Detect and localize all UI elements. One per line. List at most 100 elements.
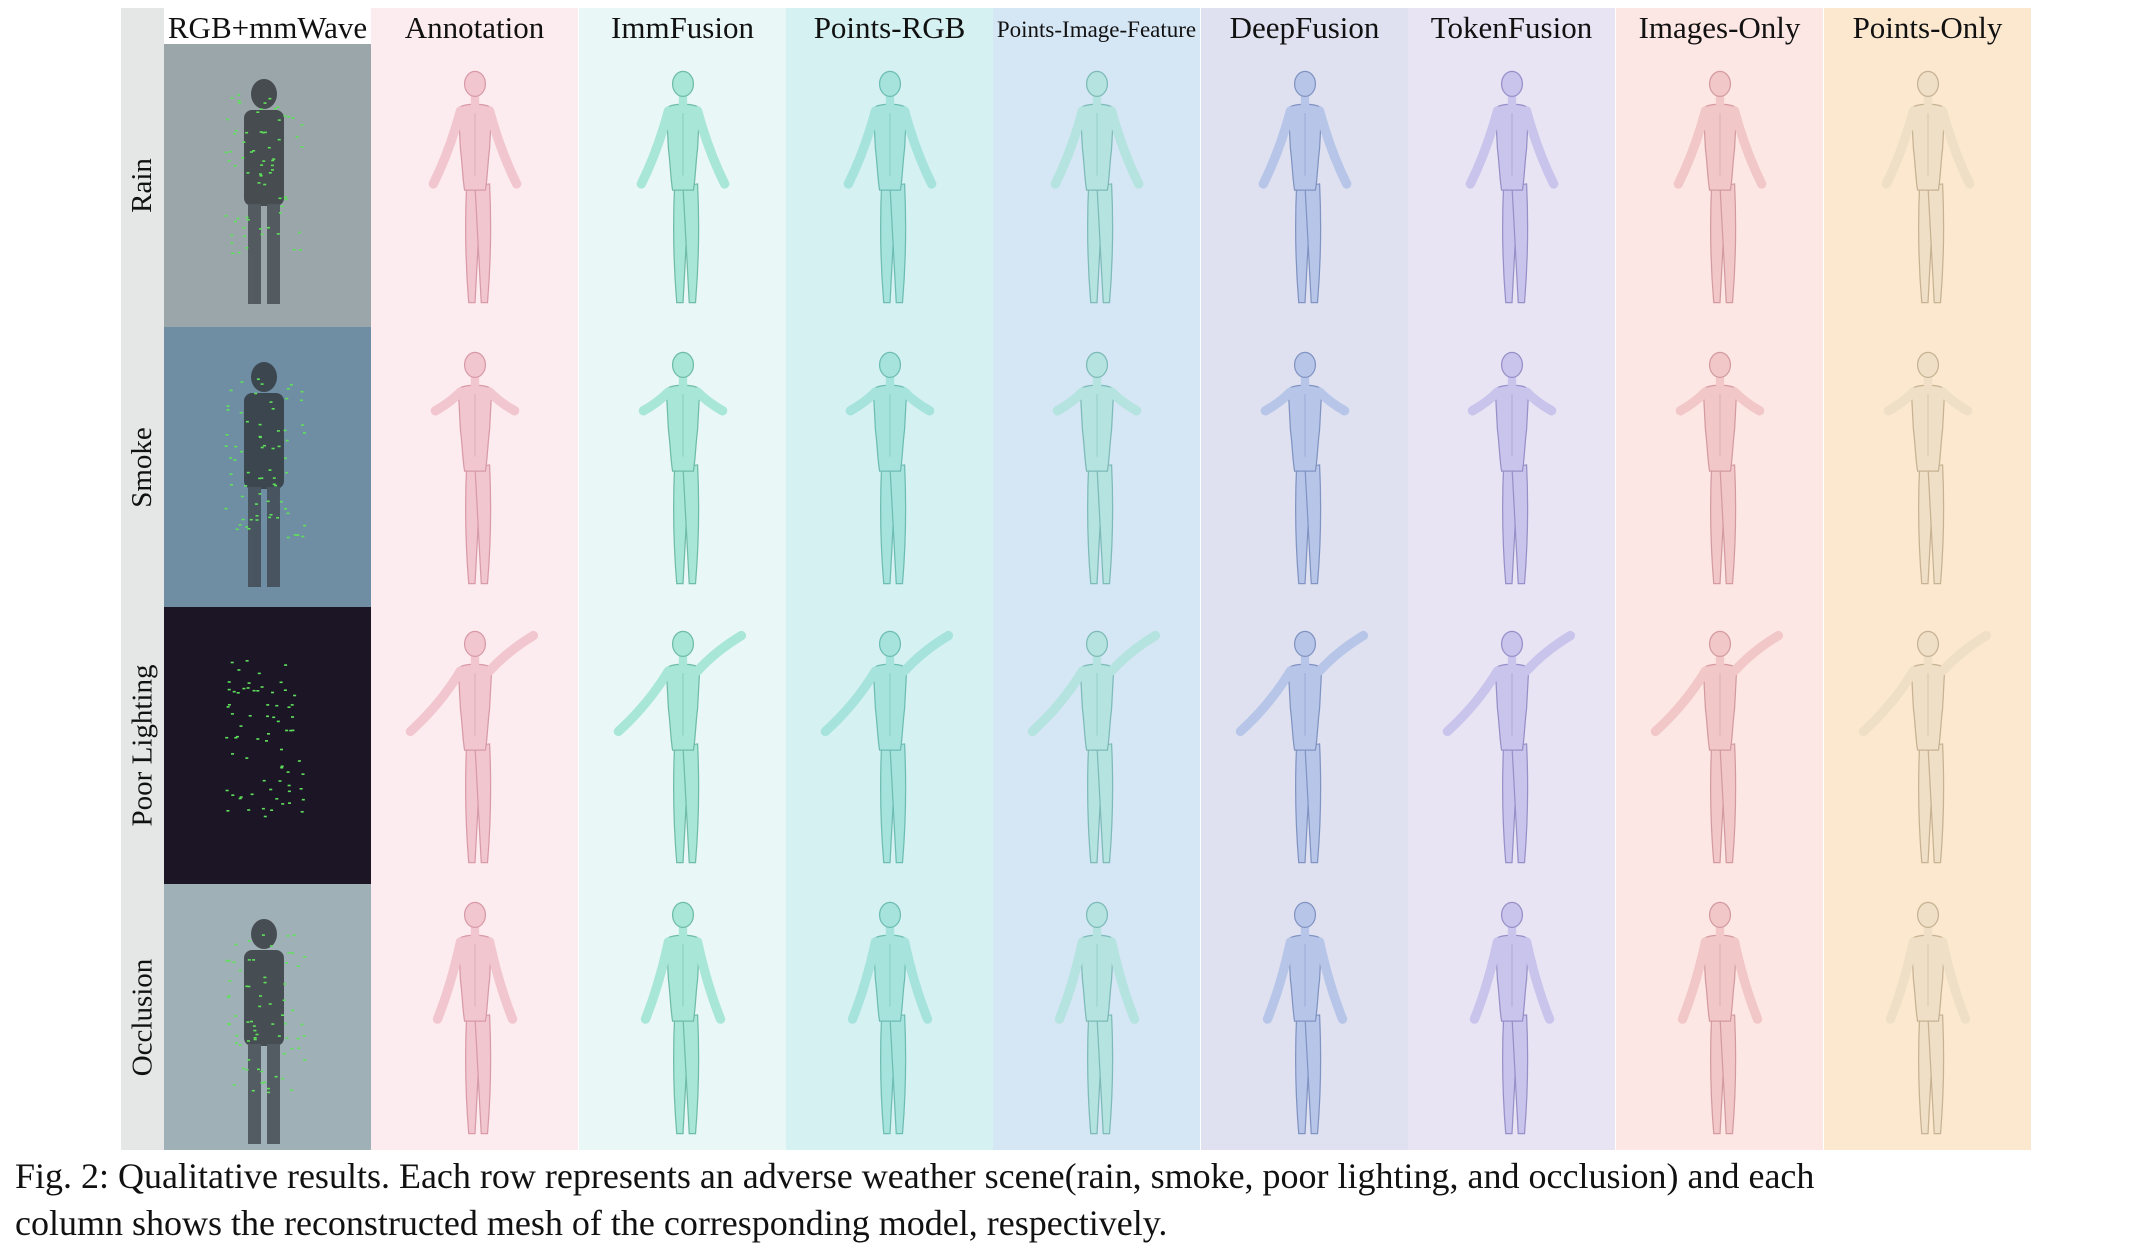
mesh-cell-points-image-feature-rain <box>993 44 1200 327</box>
mesh-cell-annotation-poor-lighting <box>371 607 578 884</box>
body-mesh <box>1467 351 1556 585</box>
qualitative-results-figure: Rain Smoke Poor Lighting Occlusion RGB+m… <box>121 8 2031 1150</box>
column-annotation: Annotation <box>371 8 578 1150</box>
body-mesh <box>1052 351 1141 585</box>
body-mesh <box>1442 630 1575 863</box>
body-mesh <box>428 70 521 303</box>
mmwave-points <box>224 94 304 255</box>
mesh-cell-points-only-occlusion <box>1824 884 2031 1150</box>
body-mesh <box>640 901 725 1135</box>
mesh-cell-points-only-smoke <box>1824 327 2031 607</box>
mmwave-points <box>225 934 307 1094</box>
body-mesh <box>1885 901 1970 1135</box>
body-mesh <box>1258 70 1351 303</box>
column-header-images-only: Images-Only <box>1638 10 1801 45</box>
mesh-cell-points-rgb-rain <box>786 44 993 327</box>
figure-caption: Fig. 2: Qualitative results. Each row re… <box>15 1153 2135 1247</box>
person-silhouette <box>244 919 284 1144</box>
column-header-points-image-feature: Points-Image-Feature <box>996 17 1197 42</box>
mesh-cell-tokenfusion-poor-lighting <box>1408 607 1615 884</box>
mesh-cell-annotation-rain <box>371 44 578 327</box>
body-mesh <box>613 630 746 863</box>
mesh-cell-points-rgb-smoke <box>786 327 993 607</box>
body-mesh <box>1465 70 1558 303</box>
mesh-cell-immfusion-occlusion <box>579 884 786 1150</box>
body-mesh <box>1469 901 1554 1135</box>
mesh-cell-images-only-occlusion <box>1616 884 1823 1150</box>
body-mesh <box>1235 630 1368 863</box>
mesh-cell-annotation-smoke <box>371 327 578 607</box>
input-image-rain <box>164 44 371 327</box>
column-immfusion: ImmFusion <box>579 8 786 1150</box>
body-mesh <box>636 70 729 303</box>
body-mesh <box>1858 630 1991 863</box>
column-points-rgb: Points-RGB <box>786 8 993 1150</box>
column-header-immfusion: ImmFusion <box>611 10 754 45</box>
body-mesh <box>432 901 517 1135</box>
body-mesh <box>1054 901 1139 1135</box>
mesh-cell-tokenfusion-smoke <box>1408 327 1615 607</box>
body-mesh <box>1650 630 1783 863</box>
body-mesh <box>1677 901 1762 1135</box>
mesh-cell-points-image-feature-occlusion <box>993 884 1200 1150</box>
body-mesh <box>847 901 932 1135</box>
input-image-occlusion <box>164 884 371 1150</box>
mesh-cell-immfusion-rain <box>579 44 786 327</box>
mesh-cell-images-only-rain <box>1616 44 1823 327</box>
body-mesh <box>1883 351 1972 585</box>
mesh-cell-tokenfusion-occlusion <box>1408 884 1615 1150</box>
mesh-cell-images-only-smoke <box>1616 327 1823 607</box>
mesh-cell-points-only-poor-lighting <box>1824 607 2031 884</box>
caption-line-1: Fig. 2: Qualitative results. Each row re… <box>15 1156 1815 1196</box>
body-mesh <box>1675 351 1764 585</box>
column-header-points-only: Points-Only <box>1852 10 2003 45</box>
mesh-cell-images-only-poor-lighting <box>1616 607 1823 884</box>
mesh-cell-points-image-feature-poor-lighting <box>993 607 1200 884</box>
body-mesh <box>1881 70 1974 303</box>
body-mesh <box>1050 70 1143 303</box>
mesh-cell-points-image-feature-smoke <box>993 327 1200 607</box>
body-mesh <box>1673 70 1766 303</box>
body-mesh <box>1260 351 1349 585</box>
body-mesh <box>843 70 936 303</box>
mesh-cell-deepfusion-rain <box>1201 44 1408 327</box>
body-mesh <box>1262 901 1347 1135</box>
body-mesh <box>845 351 934 585</box>
column-images-only: Images-Only <box>1616 8 1823 1150</box>
row-label-rain: Rain <box>126 158 158 213</box>
column-points-only: Points-Only <box>1824 8 2031 1150</box>
column-tokenfusion: TokenFusion <box>1408 8 1615 1150</box>
row-label-smoke: Smoke <box>126 426 158 508</box>
column-header-tokenfusion: TokenFusion <box>1430 10 1593 45</box>
row-label-occlusion: Occlusion <box>126 958 158 1076</box>
mesh-cell-deepfusion-poor-lighting <box>1201 607 1408 884</box>
person-silhouette <box>244 79 284 304</box>
row-label-poor-lighting: Poor Lighting <box>126 664 159 827</box>
mesh-cell-immfusion-poor-lighting <box>579 607 786 884</box>
mesh-cell-points-rgb-poor-lighting <box>786 607 993 884</box>
column-header-deepfusion: DeepFusion <box>1229 10 1380 45</box>
column-header-annotation: Annotation <box>404 10 545 45</box>
column-points-image-feature: Points-Image-Feature <box>993 8 1200 1150</box>
mesh-cell-annotation-occlusion <box>371 884 578 1150</box>
input-column-header: RGB+mmWave <box>167 10 368 45</box>
row-labels-strip: Rain Smoke Poor Lighting Occlusion <box>121 8 164 1150</box>
mmwave-points <box>224 378 307 539</box>
caption-line-2: column shows the reconstructed mesh of t… <box>15 1203 1168 1243</box>
mesh-cell-points-only-rain <box>1824 44 2031 327</box>
column-deepfusion: DeepFusion <box>1201 8 1408 1150</box>
mesh-cell-tokenfusion-rain <box>1408 44 1615 327</box>
body-mesh <box>1027 630 1160 863</box>
mesh-cell-deepfusion-occlusion <box>1201 884 1408 1150</box>
column-header-points-rgb: Points-RGB <box>813 10 966 45</box>
input-image-smoke <box>164 327 371 607</box>
mesh-cell-immfusion-smoke <box>579 327 786 607</box>
body-mesh <box>820 630 953 863</box>
body-mesh <box>638 351 727 585</box>
mmwave-points <box>225 660 305 818</box>
mesh-cell-deepfusion-smoke <box>1201 327 1408 607</box>
body-mesh <box>430 351 519 585</box>
body-mesh <box>405 630 538 863</box>
input-image-poor-lighting <box>164 607 371 884</box>
input-column: RGB+mmWave <box>164 8 371 1150</box>
